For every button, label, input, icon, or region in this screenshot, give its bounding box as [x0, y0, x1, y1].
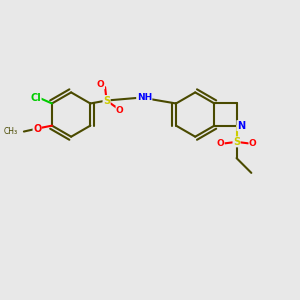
Text: O: O [249, 139, 257, 148]
Text: CH₃: CH₃ [4, 127, 18, 136]
Text: O: O [33, 124, 41, 134]
Text: NH: NH [136, 93, 152, 102]
Text: O: O [97, 80, 104, 89]
Text: O: O [216, 139, 224, 148]
Text: S: S [103, 95, 110, 106]
Text: Cl: Cl [30, 93, 41, 103]
Text: S: S [233, 137, 240, 147]
Text: O: O [116, 106, 124, 116]
Text: N: N [237, 121, 245, 130]
